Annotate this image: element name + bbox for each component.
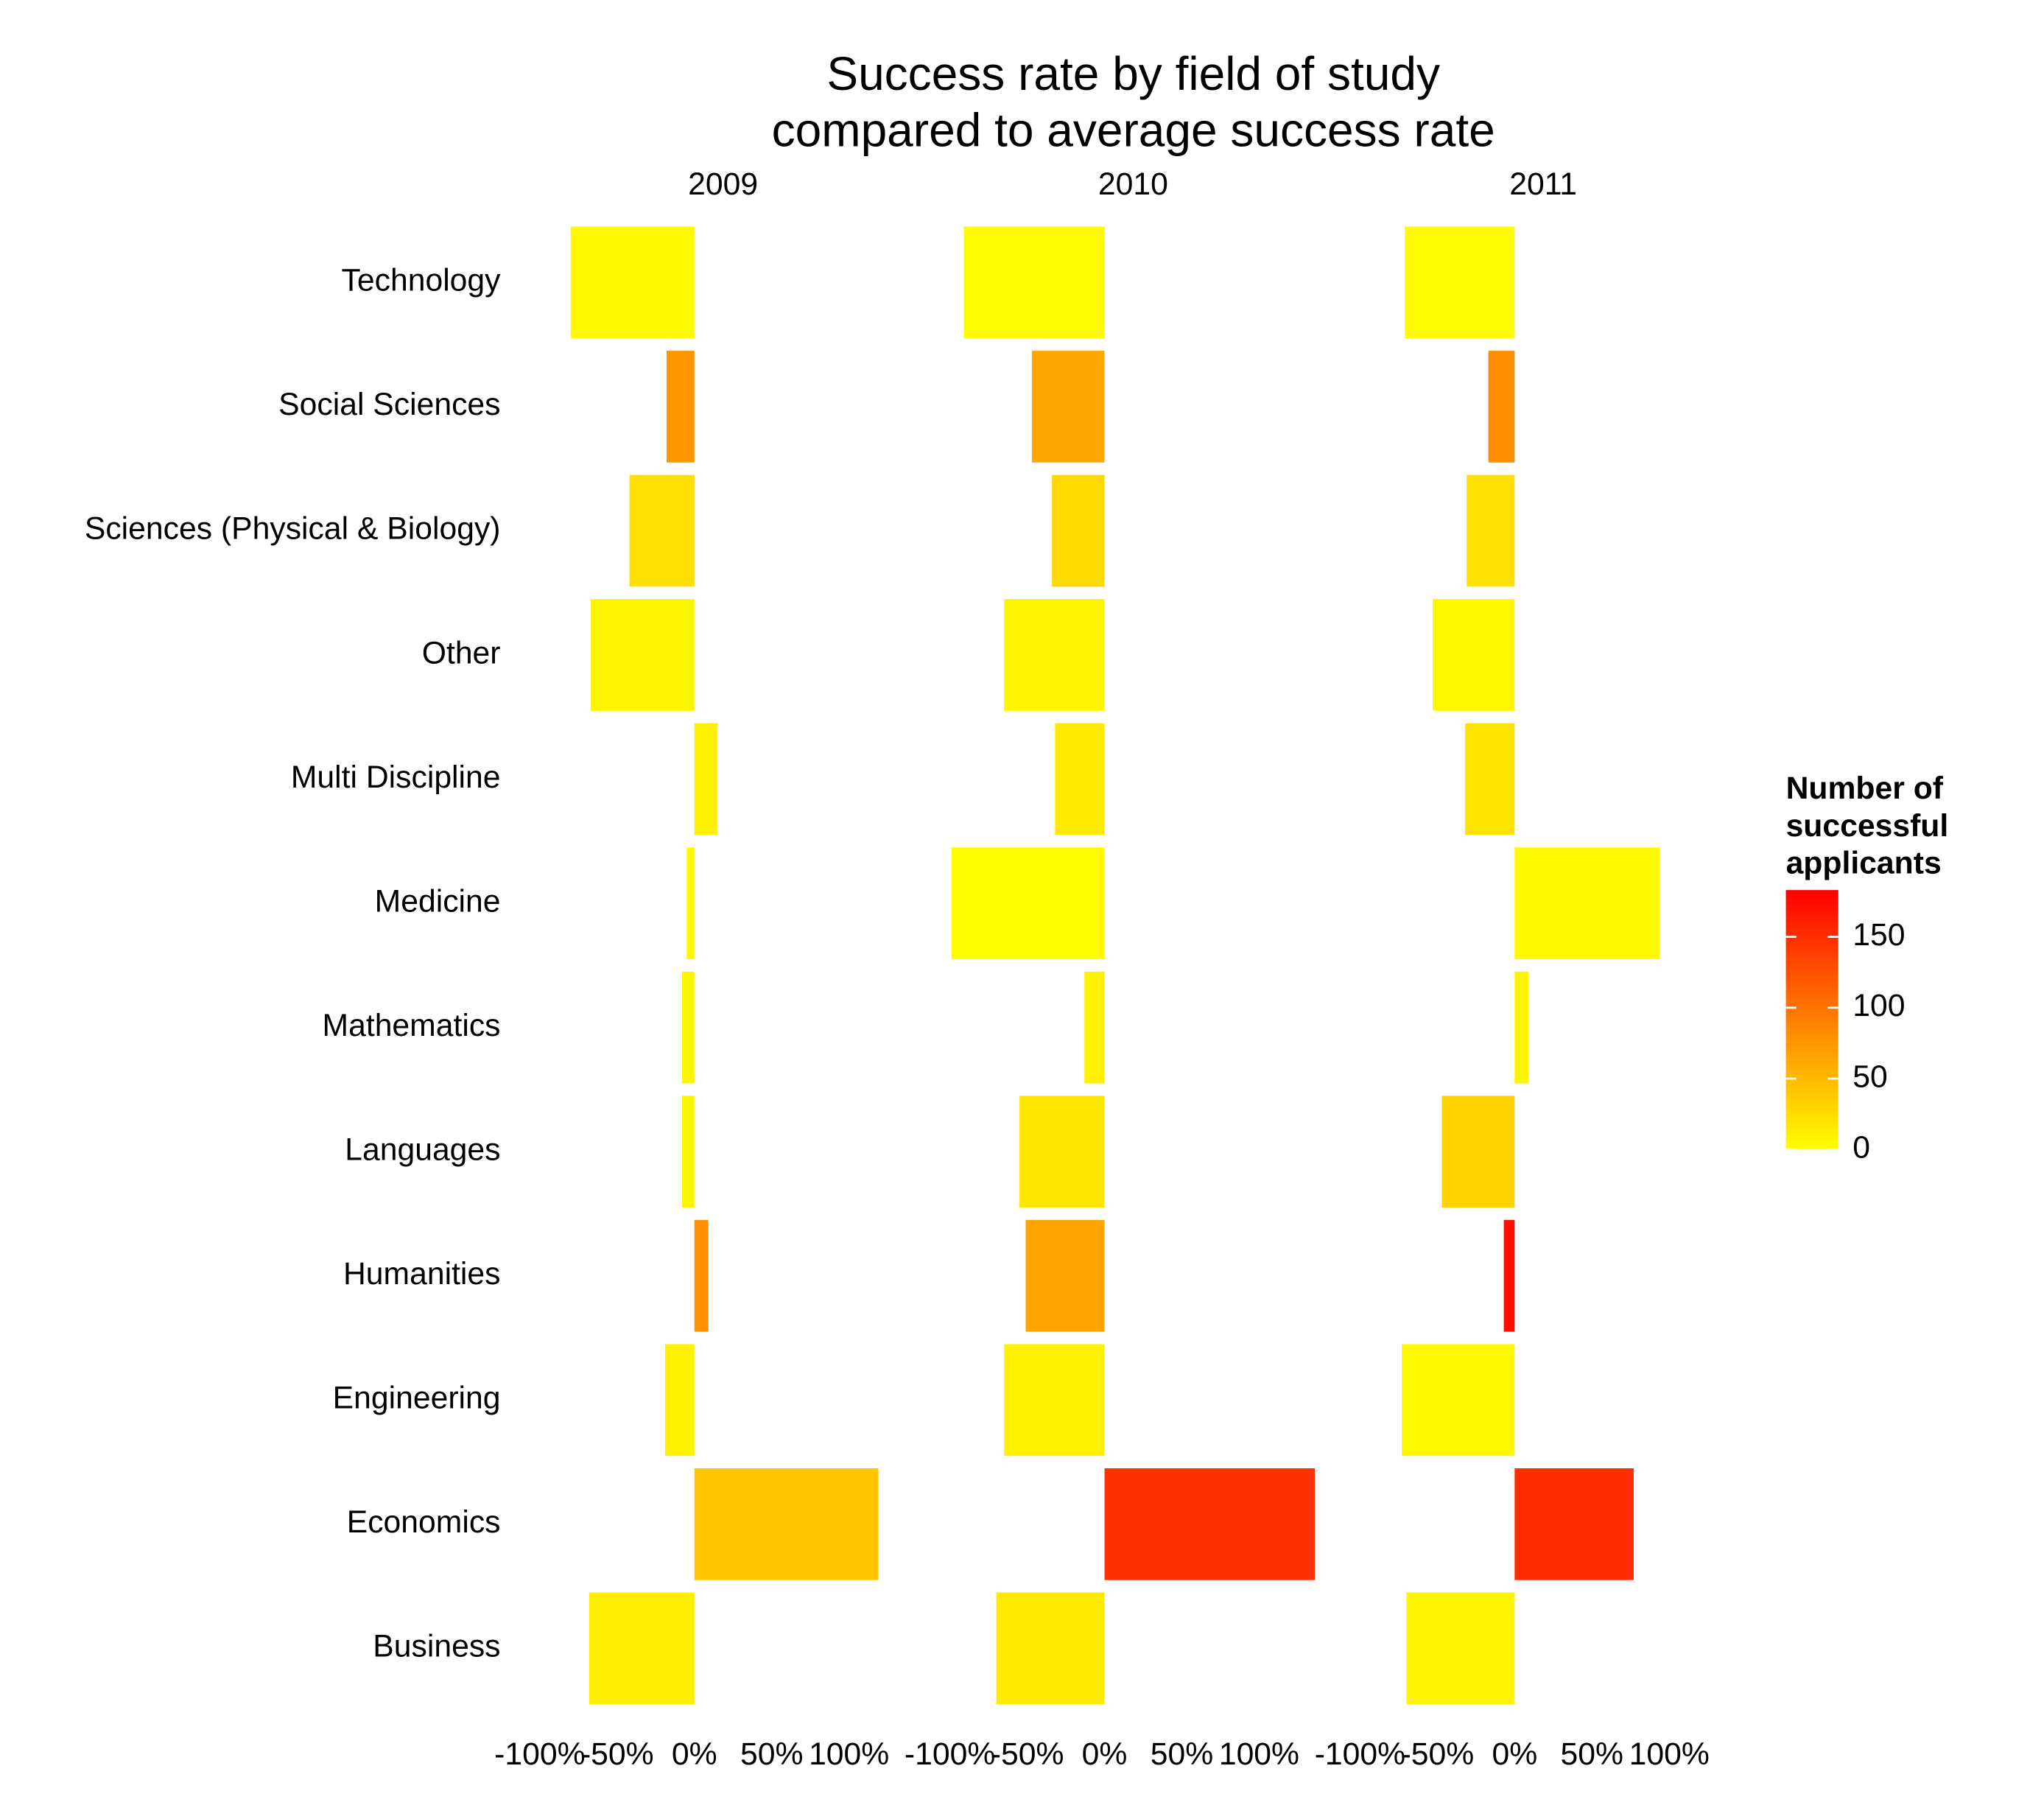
bar — [1055, 723, 1105, 835]
legend-title: Number of — [1786, 771, 1944, 806]
colorbar — [1785, 890, 1838, 1150]
bar — [963, 226, 1105, 339]
legend-title: successful — [1786, 808, 1949, 844]
legend-tick-label: 100 — [1852, 988, 1905, 1023]
bar — [1441, 1096, 1515, 1208]
y-tick-label: Mathematics — [323, 1008, 501, 1043]
y-tick-label: Multi Discipline — [291, 760, 501, 795]
bar — [1514, 971, 1529, 1084]
chart-title: Success rate by field of study — [826, 47, 1440, 100]
bar — [1004, 599, 1105, 711]
bar — [570, 226, 695, 339]
bar — [1019, 1096, 1105, 1208]
x-tick-label: 0% — [1082, 1736, 1128, 1772]
bar — [686, 847, 695, 959]
x-tick-label: -50% — [991, 1736, 1064, 1772]
facet-label: 2011 — [1509, 167, 1577, 202]
x-tick-label: 50% — [1561, 1736, 1623, 1772]
y-tick-label: Medicine — [375, 883, 501, 919]
x-tick-label: -50% — [1401, 1736, 1475, 1772]
bar — [1467, 474, 1515, 587]
bar — [1402, 1344, 1515, 1457]
bar — [1084, 971, 1105, 1084]
bar — [1405, 226, 1515, 339]
bar — [1031, 351, 1105, 463]
y-tick-label: Other — [422, 635, 501, 670]
bar — [1406, 1592, 1515, 1705]
bar — [1004, 1344, 1105, 1457]
bar — [1465, 723, 1515, 835]
y-tick-label: Languages — [345, 1132, 500, 1167]
bar — [694, 1468, 879, 1580]
y-tick-label: Sciences (Physical & Biology) — [85, 511, 501, 547]
bar — [1025, 1219, 1105, 1332]
y-tick-label: Technology — [342, 263, 502, 298]
legend-tick-label: 0 — [1852, 1130, 1870, 1166]
x-tick-label: -50% — [580, 1736, 654, 1772]
bar — [681, 971, 695, 1084]
bar — [1503, 1219, 1515, 1332]
x-tick-label: 0% — [672, 1736, 717, 1772]
facet-label: 2009 — [688, 167, 758, 202]
bar — [694, 723, 718, 835]
bar — [996, 1592, 1105, 1705]
y-tick-label: Humanities — [343, 1256, 501, 1291]
y-tick-label: Engineering — [333, 1381, 501, 1416]
y-tick-label: Economics — [347, 1504, 501, 1540]
bar — [1514, 847, 1660, 959]
chart-title: compared to average success rate — [772, 104, 1495, 157]
x-tick-label: -100% — [1315, 1736, 1405, 1772]
bar — [694, 1219, 709, 1332]
bar — [589, 1592, 695, 1705]
x-tick-label: 50% — [1151, 1736, 1213, 1772]
bar — [591, 599, 695, 711]
bar — [1104, 1468, 1316, 1580]
x-tick-label: 100% — [809, 1736, 889, 1772]
bar — [681, 1096, 695, 1208]
legend-tick-label: 150 — [1852, 917, 1905, 953]
bar — [1514, 1468, 1634, 1580]
x-tick-label: 100% — [1629, 1736, 1710, 1772]
bar — [1433, 599, 1515, 711]
bar — [1052, 474, 1105, 587]
legend-title: applicants — [1786, 846, 1942, 881]
bar — [666, 351, 695, 463]
y-tick-label: Social Sciences — [278, 387, 500, 422]
x-tick-label: 100% — [1219, 1736, 1299, 1772]
x-tick-label: 0% — [1492, 1736, 1537, 1772]
facet-label: 2010 — [1098, 167, 1168, 202]
legend-tick-label: 50 — [1852, 1059, 1887, 1094]
bar — [664, 1344, 695, 1457]
bar — [951, 847, 1105, 959]
x-tick-label: 50% — [740, 1736, 803, 1772]
bar — [1488, 351, 1515, 463]
bar — [629, 474, 695, 587]
y-tick-label: Business — [373, 1629, 500, 1664]
x-tick-label: -100% — [905, 1736, 995, 1772]
x-tick-label: -100% — [494, 1736, 585, 1772]
